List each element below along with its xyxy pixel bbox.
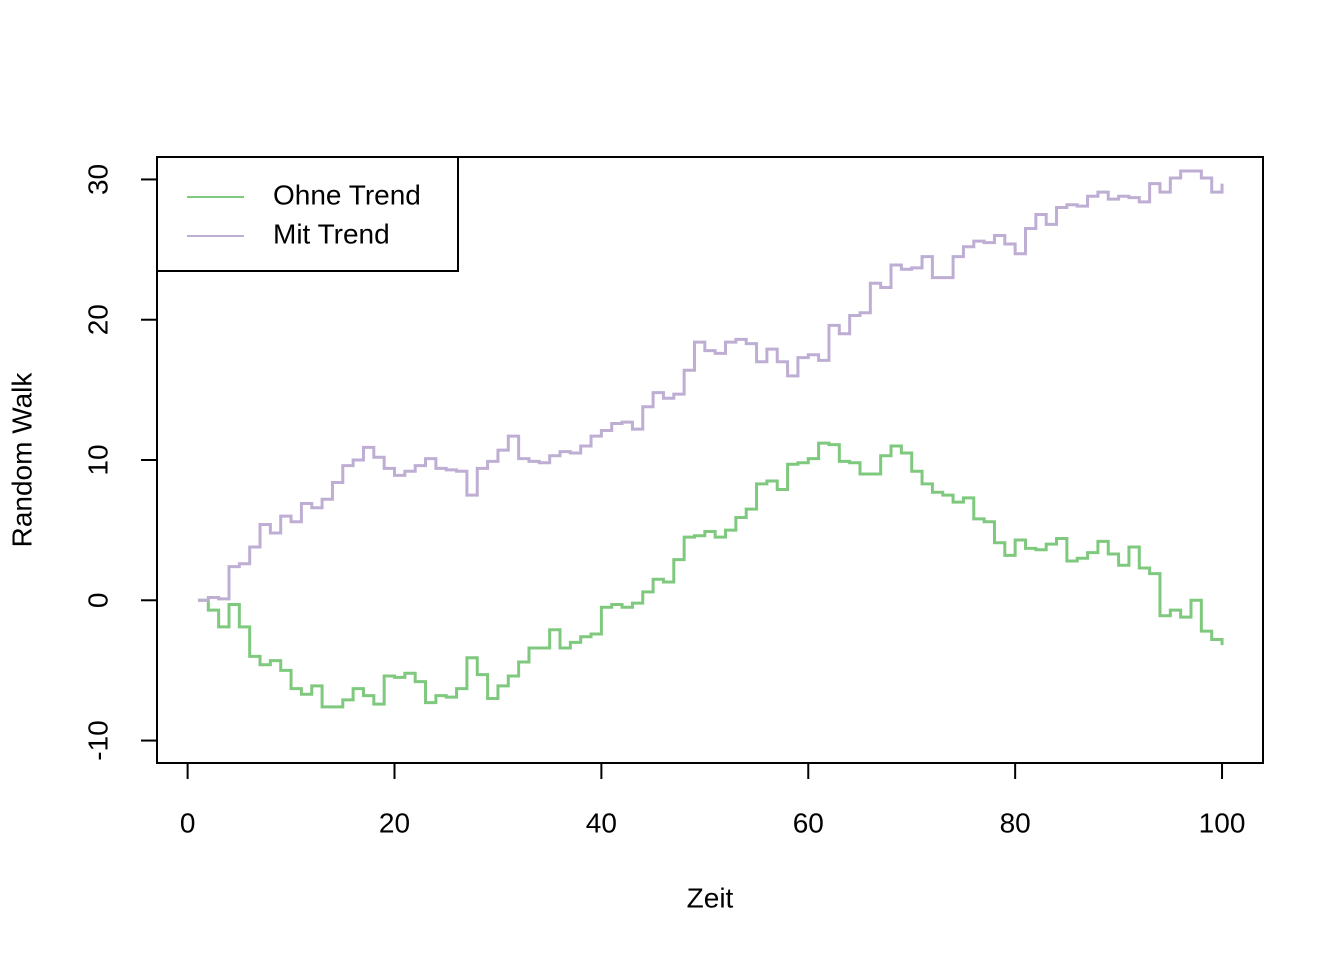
series-line: [197, 169, 1224, 602]
legend-label: Mit Trend: [273, 218, 390, 249]
x-tick-label: 40: [586, 807, 617, 838]
plot-frame: [156, 156, 1264, 764]
y-axis-label: Random Walk: [6, 372, 37, 548]
series-line: [197, 441, 1224, 709]
y-tick-label: 10: [82, 444, 113, 475]
y-tick-label: 20: [82, 304, 113, 335]
y-tick-label: 0: [82, 592, 113, 608]
y-tick-label: -10: [82, 720, 113, 760]
x-tick-label: 80: [1000, 807, 1031, 838]
x-axis-label: Zeit: [687, 882, 734, 913]
x-tick-label: 60: [793, 807, 824, 838]
x-tick-label: 20: [379, 807, 410, 838]
x-tick-label: 0: [180, 807, 196, 838]
x-tick-label: 100: [1199, 807, 1246, 838]
legend-label: Ohne Trend: [273, 179, 421, 210]
legend-box: [156, 156, 459, 272]
y-tick-label: 30: [82, 164, 113, 195]
